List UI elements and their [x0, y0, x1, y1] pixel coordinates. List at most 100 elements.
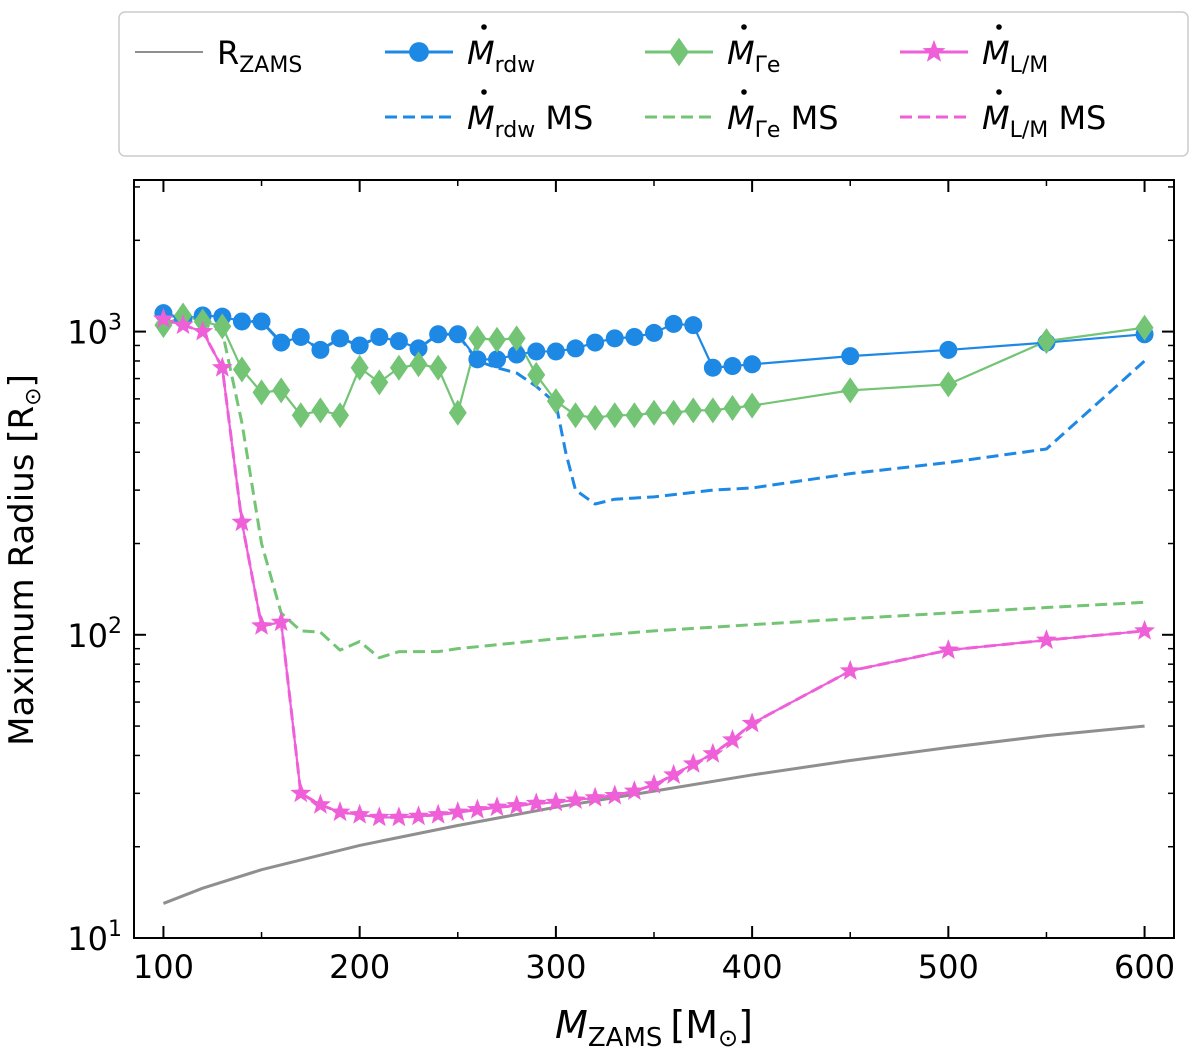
data-point-l-m	[447, 801, 469, 822]
x-axis-label: MZAMS [M⊙]	[555, 1003, 753, 1047]
data-point-e	[448, 399, 467, 426]
series-line-e-ms	[162, 317, 1145, 660]
data-point-e	[389, 354, 408, 381]
data-point-l-m	[663, 763, 685, 784]
data-point-e	[546, 388, 565, 415]
data-point-l-m	[486, 796, 508, 817]
data-point-rdw	[586, 333, 605, 352]
y-tick-label: 103	[67, 311, 122, 352]
legend-label-rdw: Mrdw	[467, 34, 535, 78]
x-tick-label: 300	[525, 948, 586, 986]
data-point-l-m	[525, 792, 547, 813]
data-point-rdw	[546, 342, 565, 361]
legend-dot-accent	[481, 89, 487, 95]
data-point-e	[684, 397, 703, 424]
data-point-e	[468, 325, 487, 352]
data-point-l-m	[741, 712, 763, 733]
data-point-rdw	[311, 340, 330, 359]
data-point-rdw	[566, 339, 585, 358]
data-point-l-m	[427, 803, 449, 824]
data-point-l-m	[545, 791, 567, 812]
legend-marker-l-m	[922, 39, 946, 62]
y-tick-label: 102	[67, 614, 122, 655]
data-point-rdw	[370, 327, 389, 346]
data-point-e	[232, 356, 251, 383]
data-point-l-m	[1134, 619, 1156, 640]
legend-dot-accent	[996, 89, 1002, 95]
data-point-rdw	[723, 357, 742, 376]
data-point-e	[1135, 314, 1154, 341]
data-point-l-m	[506, 794, 528, 815]
legend-frame	[118, 11, 1189, 157]
data-point-l-m	[604, 784, 626, 805]
data-point-l-m	[584, 786, 606, 807]
data-point-l-m	[309, 793, 331, 814]
data-point-rdw	[409, 339, 428, 358]
data-point-e	[586, 404, 605, 431]
data-point-e	[703, 397, 722, 424]
data-point-l-m	[192, 320, 214, 341]
plot-frame	[133, 179, 1175, 939]
data-point-rdw	[743, 355, 762, 374]
data-point-rdw	[232, 312, 251, 331]
legend-label-e: MΓe	[727, 34, 780, 78]
data-point-e	[566, 402, 585, 429]
data-point-l-m	[702, 742, 724, 763]
legend-dot-accent	[481, 24, 487, 30]
data-point-rdw	[507, 345, 526, 364]
data-point-e	[605, 402, 624, 429]
data-point-l-m	[329, 801, 351, 822]
x-tick-label: 200	[329, 948, 390, 986]
legend-label-l-m: ML/M	[982, 34, 1048, 78]
data-point-rdw	[389, 332, 408, 351]
x-tick-label: 100	[133, 948, 194, 986]
data-point-e	[645, 399, 663, 426]
legend: RZAMS Mrdw Mrdw MS MΓe MΓe MS ML/M ML/M MS	[118, 11, 1189, 157]
data-point-e	[507, 325, 526, 352]
data-point-e	[429, 354, 448, 381]
legend-label-rdw-ms: Mrdw MS	[467, 99, 593, 143]
legend-dot-accent	[741, 24, 747, 30]
data-point-l-m	[722, 728, 743, 749]
data-point-l-m	[623, 780, 645, 801]
data-point-rdw	[625, 327, 644, 346]
data-point-rdw	[664, 314, 683, 333]
data-point-rdw	[350, 336, 369, 355]
series-line-r-zams	[162, 724, 1145, 905]
data-point-e	[213, 313, 232, 340]
data-point-l-m	[211, 356, 233, 377]
data-point-e	[331, 402, 350, 429]
legend-label-l-m-ms: ML/M MS	[982, 99, 1106, 143]
data-point-e	[841, 377, 860, 404]
data-point-l-m	[368, 806, 390, 827]
data-point-rdw	[252, 312, 271, 331]
data-point-rdw	[527, 342, 546, 361]
data-point-rdw	[605, 329, 624, 348]
data-point-e	[311, 397, 330, 424]
data-point-e	[664, 399, 683, 426]
data-point-e	[272, 377, 291, 404]
data-point-rdw	[272, 333, 291, 352]
data-point-l-m	[270, 611, 292, 632]
legend-dot-accent	[741, 89, 747, 95]
data-point-e	[723, 394, 742, 421]
legend-marker-rdw	[409, 42, 429, 62]
legend-label-e-ms: MΓe MS	[727, 99, 839, 143]
data-point-l-m	[290, 782, 312, 803]
data-point-l-m	[408, 805, 429, 826]
data-point-l-m	[388, 806, 410, 827]
data-point-e	[625, 402, 644, 429]
legend-marker-e	[669, 37, 689, 67]
x-tick-label: 500	[918, 948, 979, 986]
data-point-rdw	[468, 350, 487, 369]
data-point-rdw	[703, 358, 722, 377]
data-point-l-m	[349, 803, 371, 824]
legend-label-r-zams: RZAMS	[217, 34, 302, 78]
y-axis-label: Maximum Radius [R⊙]	[2, 374, 46, 746]
data-point-rdw	[429, 325, 448, 344]
data-point-e	[527, 361, 546, 388]
data-point-e	[350, 354, 369, 381]
y-tick-label: 101	[67, 917, 122, 958]
